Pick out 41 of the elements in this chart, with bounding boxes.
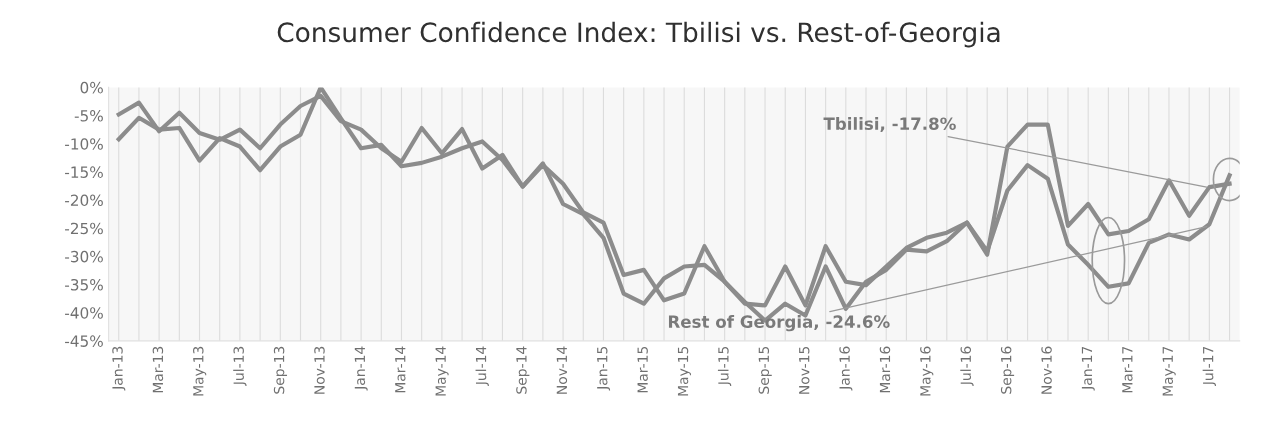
x-tick-label: Jan-15 bbox=[597, 346, 611, 391]
x-tick-label: Mar-16 bbox=[879, 346, 891, 393]
x-tick-label: May-15 bbox=[677, 346, 691, 396]
y-tick-label: -15% bbox=[65, 166, 103, 178]
y-tick-label: -45% bbox=[65, 335, 103, 347]
chart-title: Consumer Confidence Index: Tbilisi vs. Rest-of-Georgia bbox=[277, 21, 1000, 48]
y-tick-label: -20% bbox=[65, 194, 103, 207]
x-tick-label: Sep-13 bbox=[273, 346, 288, 394]
x-tick-label: Jan-14 bbox=[354, 346, 368, 391]
x-tick-label: Mar-14 bbox=[395, 346, 406, 393]
y-tick-label: -40% bbox=[65, 307, 103, 319]
x-tick-label: Mar-15 bbox=[637, 346, 648, 393]
x-tick-label: Jan-16 bbox=[839, 346, 853, 391]
x-tick-label: Nov-14 bbox=[556, 346, 568, 394]
y-tick-label: -35% bbox=[65, 279, 103, 291]
x-tick-label: Sep-14 bbox=[516, 346, 530, 394]
x-tick-label: Jan-17 bbox=[1081, 346, 1095, 391]
x-tick-label: Jul-17 bbox=[1202, 346, 1216, 386]
x-tick-label: Nov-16 bbox=[1041, 346, 1052, 394]
x-tick-label: Mar-13 bbox=[152, 346, 164, 393]
y-tick-label: -30% bbox=[65, 250, 103, 263]
x-tick-label: May-16 bbox=[920, 346, 934, 396]
x-tick-label: Jul-16 bbox=[960, 346, 974, 386]
y-tick-label: -10% bbox=[65, 138, 103, 150]
annotation: Rest of Georgia, -24.6% bbox=[668, 315, 890, 332]
x-tick-label: May-13 bbox=[193, 346, 207, 396]
x-tick-label: Sep-15 bbox=[758, 346, 772, 394]
y-tick-label: 0% bbox=[80, 81, 103, 94]
annotation: Tbilisi, -17.8% bbox=[823, 117, 956, 133]
x-tick-label: Jul-15 bbox=[717, 346, 732, 386]
x-tick-label: Mar-17 bbox=[1122, 346, 1133, 393]
x-tick-label: Jul-13 bbox=[233, 346, 247, 386]
x-tick-label: May-17 bbox=[1162, 346, 1176, 396]
x-tick-label: Sep-16 bbox=[1000, 346, 1015, 394]
x-tick-label: Jul-14 bbox=[475, 346, 489, 386]
x-tick-label: Nov-13 bbox=[314, 346, 325, 394]
x-tick-label: Nov-15 bbox=[799, 346, 810, 394]
x-tick-label: Jan-13 bbox=[112, 346, 126, 391]
y-tick-label: -25% bbox=[65, 222, 103, 235]
x-tick-label: May-14 bbox=[435, 346, 449, 396]
y-tick-label: -5% bbox=[74, 110, 103, 122]
